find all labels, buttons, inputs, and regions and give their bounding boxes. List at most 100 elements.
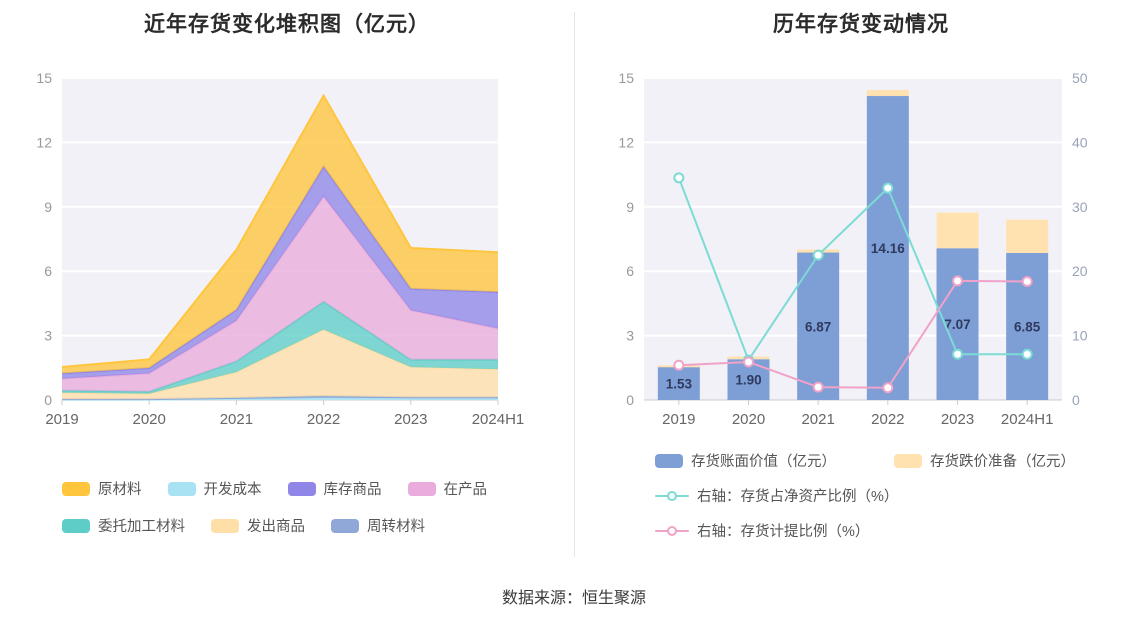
left-axis-tick-label: 9 [626, 199, 634, 215]
line-marker-icon [655, 489, 689, 503]
right-axis-tick-label: 40 [1072, 134, 1088, 150]
x-axis-tick-label: 2023 [941, 411, 974, 428]
legend-swatch-icon [655, 453, 683, 468]
legend-item-raw-materials[interactable]: 原材料 [62, 478, 142, 499]
x-axis-tick-label: 2019 [45, 411, 78, 428]
legend-label: 原材料 [98, 482, 142, 498]
line-marker [673, 359, 685, 371]
legend-label: 发出商品 [247, 519, 305, 535]
line-marker [882, 182, 894, 194]
legend-label: 在产品 [443, 482, 488, 498]
bar-segment [866, 96, 909, 401]
area-series [62, 95, 498, 374]
legend-item-impairment-provision[interactable]: 存货跌价准备（亿元） [894, 450, 1075, 471]
right-axis-tick-label: 30 [1072, 199, 1088, 215]
legend-label: 周转材料 [367, 519, 425, 535]
legend-item-net-asset-ratio[interactable]: 右轴：存货占净资产比例（%） [655, 485, 898, 506]
legend-item-commissioned-materials[interactable]: 委托加工材料 [62, 515, 185, 536]
bar-value-label: 6.85 [1014, 319, 1041, 334]
data-source-note: 数据来源：恒生聚源 [501, 590, 646, 607]
line-series [677, 177, 1028, 363]
stacked-area-chart: 0 3 6 9 12 15 2019 2020 2021 2022 2023 2024H1 [36, 70, 525, 428]
bar-segment [1006, 219, 1049, 253]
bar-segment [936, 212, 979, 249]
x-axis-tick-label: 2022 [871, 411, 904, 428]
legend-swatch-icon [62, 518, 90, 533]
line-marker [812, 381, 824, 393]
y-axis-tick-label: 0 [44, 392, 52, 408]
line-marker [673, 172, 685, 184]
x-axis-tick-label: 2024H1 [472, 411, 525, 428]
legend-row: 委托加工材料 发出商品 周转材料 [62, 515, 487, 536]
bar-line-combo-chart: 0 3 6 9 12 15 0 10 20 30 40 50 2019 2020 2021 2022 2023 2… [618, 70, 1088, 428]
area-series-edge [61, 93, 499, 368]
x-axis-tick-label: 2019 [662, 411, 695, 428]
x-axis-tick-label: 2024H1 [1001, 411, 1054, 428]
line-marker [1021, 348, 1033, 360]
right-axis-tick-label: 0 [1072, 392, 1080, 408]
left-axis-tick-label: 3 [626, 328, 634, 344]
left-axis-tick-label: 0 [626, 392, 634, 408]
y-axis-tick-label: 6 [44, 263, 52, 279]
legend-item-stock-goods[interactable]: 库存商品 [287, 478, 382, 499]
bar-segment [657, 367, 700, 400]
legend-swatch-icon [894, 453, 922, 468]
right-axis-tick-label: 10 [1072, 328, 1088, 344]
bar-segment [866, 90, 909, 97]
legend-item-work-in-progress[interactable]: 在产品 [407, 478, 488, 499]
line-marker [882, 382, 894, 394]
line-marker [1021, 276, 1033, 288]
legend-row: 右轴：存货占净资产比例（%） [655, 485, 1075, 506]
legend-item-development-cost[interactable]: 开发成本 [167, 478, 262, 499]
y-axis-tick-label: 15 [36, 70, 52, 86]
area-series [62, 196, 498, 392]
legend-label: 库存商品 [323, 482, 382, 498]
legend-row: 原材料 开发成本 库存商品 在产品 [62, 478, 487, 499]
legend-row: 右轴：存货计提比例（%） [655, 520, 1075, 541]
area-series [62, 329, 498, 400]
bar-segment [936, 248, 979, 400]
legend-item-book-value[interactable]: 存货账面价值（亿元） [655, 450, 836, 471]
legend-label: 存货账面价值（亿元） [691, 454, 836, 470]
bar-value-label: 6.87 [805, 319, 831, 334]
legend-label: 开发成本 [203, 482, 262, 498]
y-axis-tick-label: 12 [36, 134, 52, 150]
right-chart-legend: 存货账面价值（亿元） 存货跌价准备（亿元） 右轴：存货占净资产比例（%） 右轴：… [655, 450, 1075, 541]
x-axis-tick-label: 2021 [220, 411, 253, 428]
panel-divider [574, 12, 575, 557]
line-marker-icon [655, 524, 689, 538]
legend-swatch-icon [407, 481, 436, 496]
line-series [678, 279, 1028, 389]
x-axis-tick-label: 2020 [133, 411, 166, 428]
x-axis-tick-label: 2020 [732, 411, 765, 428]
legend-item-turnover-materials[interactable]: 周转材料 [331, 515, 425, 536]
right-axis-tick-label: 20 [1072, 263, 1088, 279]
line-marker [743, 356, 754, 368]
line-marker [952, 348, 963, 360]
x-axis-tick-label: 2023 [394, 411, 427, 428]
legend-item-shipped-goods[interactable]: 发出商品 [211, 515, 305, 536]
bar-value-label: 1.90 [735, 373, 761, 388]
left-axis-tick-label: 12 [618, 134, 634, 150]
legend-label: 右轴：存货占净资产比例（%） [697, 489, 899, 505]
legend-swatch-icon [287, 481, 316, 496]
legend-swatch-icon [167, 481, 196, 496]
y-axis-tick-label: 9 [44, 199, 52, 215]
left-chart-legend: 原材料 开发成本 库存商品 在产品 委托加工材料 发出商品 [62, 478, 487, 536]
legend-item-provision-ratio[interactable]: 右轴：存货计提比例（%） [655, 520, 869, 541]
legend-swatch-icon [62, 481, 90, 496]
line-marker [952, 275, 963, 287]
right-axis-tick-label: 50 [1072, 70, 1088, 86]
legend-swatch-icon [211, 518, 239, 533]
bar-value-label: 14.16 [871, 241, 905, 256]
legend-swatch-icon [331, 518, 359, 533]
legend-row: 存货账面价值（亿元） 存货跌价准备（亿元） [655, 450, 1075, 471]
left-axis-tick-label: 15 [618, 70, 634, 86]
line-marker [812, 249, 824, 261]
area-series [62, 301, 498, 394]
legend-label: 右轴：存货计提比例（%） [697, 524, 870, 540]
legend-label: 存货跌价准备（亿元） [930, 454, 1075, 470]
plot-area [644, 78, 1062, 400]
legend-label: 委托加工材料 [98, 519, 185, 535]
